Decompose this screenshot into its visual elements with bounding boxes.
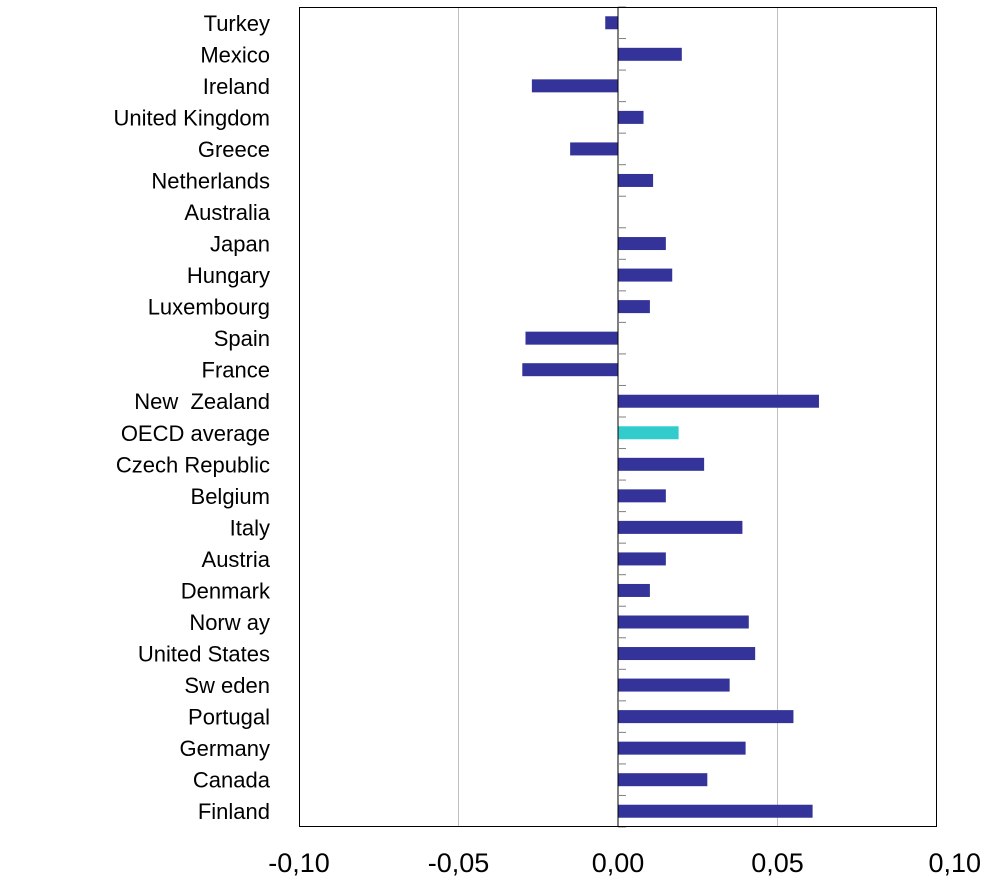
category-label: Germany xyxy=(180,736,270,761)
category-label: Italy xyxy=(230,515,270,540)
x-tick-labels: -0,10 -0,05 0,00 0,05 0,10 xyxy=(268,848,981,878)
bar xyxy=(618,237,666,251)
category-label: Austria xyxy=(202,547,271,572)
gridlines xyxy=(458,7,778,827)
bar xyxy=(618,489,666,503)
bar xyxy=(618,268,673,282)
bar xyxy=(618,457,705,471)
bar xyxy=(618,394,819,408)
bar xyxy=(618,741,746,755)
bar xyxy=(618,300,650,314)
category-label: New Zealand xyxy=(134,389,270,414)
x-tick-label: -0,05 xyxy=(428,848,490,878)
category-label: Czech Republic xyxy=(116,452,270,477)
category-label: Ireland xyxy=(203,74,270,99)
category-label: France xyxy=(202,358,270,383)
axes xyxy=(299,6,937,828)
x-tick-label: 0,05 xyxy=(751,848,804,878)
x-tick-label: 0,10 xyxy=(928,848,981,878)
bar xyxy=(618,710,794,724)
category-label: Luxembourg xyxy=(148,295,270,320)
category-label: Netherlands xyxy=(151,168,270,193)
category-label: Denmark xyxy=(181,578,271,603)
category-label: Canada xyxy=(193,768,271,793)
category-label: Portugal xyxy=(188,705,270,730)
bar xyxy=(605,16,618,30)
bar xyxy=(618,173,654,187)
bar xyxy=(618,647,756,661)
category-label: Japan xyxy=(210,232,270,257)
category-label: OECD average xyxy=(121,421,270,446)
bar xyxy=(618,47,682,61)
bar xyxy=(618,804,813,818)
bar xyxy=(570,142,618,156)
category-label: Finland xyxy=(198,799,270,824)
bar xyxy=(618,552,666,566)
category-label: Hungary xyxy=(187,263,270,288)
bars xyxy=(522,16,819,818)
category-label: Turkey xyxy=(204,11,270,36)
category-label: Mexico xyxy=(200,42,270,67)
bar xyxy=(618,773,708,787)
category-label: Greece xyxy=(198,137,270,162)
bar xyxy=(618,520,743,534)
bar xyxy=(522,363,618,377)
category-labels: Turkey Mexico Ireland United Kingdom Greece N… xyxy=(113,11,271,824)
category-label: United States xyxy=(138,642,270,667)
bar xyxy=(531,79,618,93)
bar xyxy=(618,583,650,597)
bar xyxy=(618,426,679,440)
plot-frame xyxy=(299,7,937,827)
category-label: Belgium xyxy=(191,484,270,509)
bar xyxy=(618,110,644,124)
bar xyxy=(525,331,618,345)
bar xyxy=(618,615,749,629)
category-label: Sw eden xyxy=(184,673,270,698)
x-tick-label: 0,00 xyxy=(592,848,645,878)
category-label: Spain xyxy=(214,326,270,351)
category-label: Australia xyxy=(184,200,270,225)
category-label: United Kingdom xyxy=(113,105,270,130)
x-tick-label: -0,10 xyxy=(268,848,330,878)
category-label: Norw ay xyxy=(189,610,270,635)
bar xyxy=(618,678,730,692)
